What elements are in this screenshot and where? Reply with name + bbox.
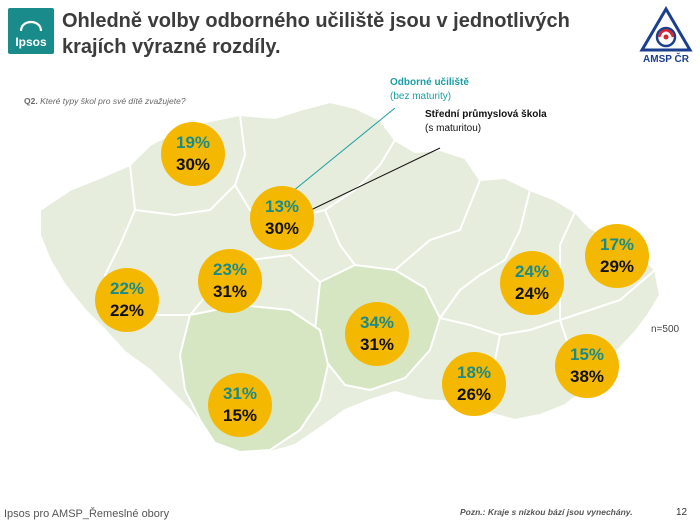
region-bubble-olomoucky: 24% 24% [500,251,564,315]
legend-series-b-label: Střední průmyslová škola [425,109,547,120]
region-bubble-plzensky: 22% 22% [95,268,159,332]
value-series-b: 30% [264,219,300,238]
value-series-a: 31% [222,384,258,403]
value-series-a: 17% [599,235,635,254]
ipsos-logo: Ipsos [8,8,54,54]
region-bubble-praha: 23% 31% [198,249,262,313]
amsp-logo: AMSP ČR [638,6,694,66]
value-series-b: 24% [514,284,550,303]
ipsos-logo-mark [19,20,43,32]
region-bubble-zlinsky: 15% 38% [555,334,619,398]
value-series-b: 26% [456,385,492,404]
region-bubble-stredocesky: 13% 30% [250,186,314,250]
amsp-triangle-icon [639,6,693,52]
title-line-2: krajích výrazné rozdíly. [62,36,281,58]
region-bubble-moravskoslezsky: 17% 29% [585,224,649,288]
value-series-a: 23% [212,260,248,279]
value-series-b: 31% [212,282,248,301]
value-series-a: 34% [359,313,395,332]
region-bubble-jihomoravsky: 18% 26% [442,352,506,416]
legend-series-a: Odborné učiliště (bez maturity) [390,76,469,104]
page-number: 12 [676,507,688,518]
title-line-1: Ohledně volby odborného učiliště jsou v … [62,10,570,32]
value-series-a: 19% [175,133,211,152]
region-bubble-jihocesky: 31% 15% [208,373,272,437]
region-bubble-ustecky: 19% 30% [161,122,225,186]
legend-series-a-sub: (bez maturity) [390,91,452,102]
leader-line-series-b [289,147,441,221]
region-bubble-vysocina: 34% 31% [345,302,409,366]
question-text: Které typy škol pro své dítě zvažujete? [40,96,186,106]
value-series-b: 31% [359,335,395,354]
amsp-logo-text: AMSP ČR [643,54,689,65]
footer-note: Pozn.: Kraje s nízkou bází jsou vynechán… [460,507,633,517]
value-series-b: 38% [569,367,605,386]
value-series-b: 15% [222,406,258,425]
legend-series-b-sub: (s maturitou) [425,123,482,134]
question-code: Q2. [24,96,38,106]
value-series-b: 29% [599,257,635,276]
value-series-a: 15% [569,345,605,364]
footer-source: Ipsos pro AMSP_Řemeslné obory [4,508,170,520]
legend-series-b: Střední průmyslová škola (s maturitou) [425,108,547,136]
page-title: Ohledně volby odborného učiliště jsou v … [62,8,634,60]
value-series-a: 22% [109,279,145,298]
ipsos-logo-text: Ipsos [15,35,47,49]
czech-regions-map [39,100,662,454]
leader-line-series-a [281,107,396,201]
legend-series-a-label: Odborné učiliště [390,77,469,88]
value-series-b: 30% [175,155,211,174]
value-series-a: 24% [514,262,550,281]
value-series-a: 18% [456,363,492,382]
value-series-a: 13% [264,197,300,216]
value-series-b: 22% [109,301,145,320]
sample-size-label: n=500 [651,324,680,335]
survey-question: Q2. Které typy škol pro své dítě zvažuje… [24,96,186,106]
